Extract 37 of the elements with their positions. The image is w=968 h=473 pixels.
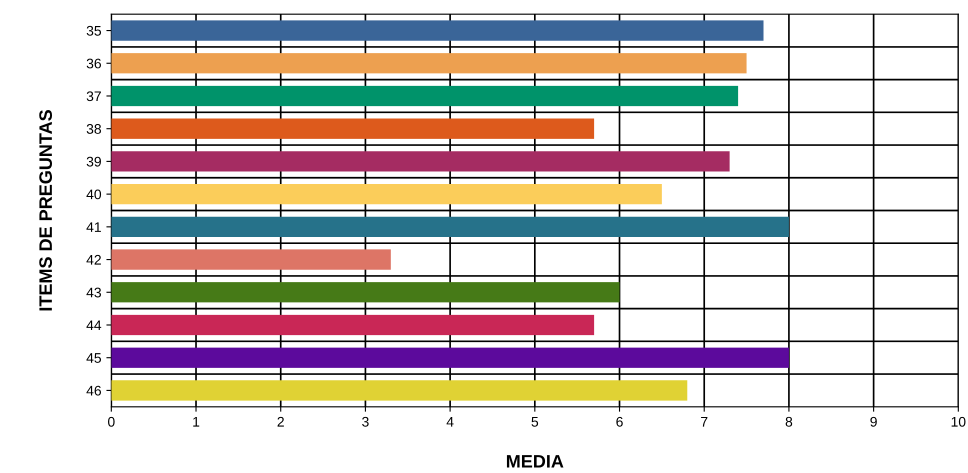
y-tick-label: 43 xyxy=(86,288,101,298)
bar xyxy=(111,380,688,401)
bar xyxy=(111,20,764,41)
bar xyxy=(111,314,594,336)
x-tick-label: 3 xyxy=(362,416,369,427)
bar xyxy=(111,86,738,106)
y-tick-label: 41 xyxy=(86,222,101,232)
x-tick-label: 4 xyxy=(446,417,454,427)
x-tick-label: 8 xyxy=(786,416,792,427)
bar xyxy=(111,118,594,139)
x-tick-label: 0 xyxy=(108,416,115,427)
y-tick-label: 36 xyxy=(86,58,101,68)
y-tick-label: 39 xyxy=(86,156,101,167)
bar xyxy=(111,216,789,237)
x-tick-label: 9 xyxy=(870,416,877,427)
y-tick-label: 38 xyxy=(86,124,101,134)
x-tick-label: 5 xyxy=(532,417,538,427)
x-tick-label: 6 xyxy=(616,416,623,427)
y-tick-label: 35 xyxy=(86,26,102,36)
y-tick-label: 37 xyxy=(86,91,101,102)
y-tick-label: 42 xyxy=(86,254,101,265)
bar xyxy=(111,282,620,302)
x-tick-label: 10 xyxy=(952,416,966,427)
bar xyxy=(111,151,730,172)
x-axis-title: MEDIA xyxy=(506,455,564,468)
bar xyxy=(111,249,391,270)
x-tick-label: 7 xyxy=(701,417,708,427)
y-tick-label: 44 xyxy=(86,320,102,330)
y-tick-label: 40 xyxy=(86,189,102,200)
y-tick-label: 46 xyxy=(86,386,101,396)
bar xyxy=(111,348,789,368)
bar xyxy=(111,53,747,74)
y-tick-label: 45 xyxy=(86,353,102,363)
x-tick-label: 2 xyxy=(278,416,284,427)
x-tick-label: 1 xyxy=(193,417,200,427)
y-axis-title: ITEMS DE PREGUNTAS xyxy=(39,110,52,310)
bar xyxy=(111,184,662,204)
